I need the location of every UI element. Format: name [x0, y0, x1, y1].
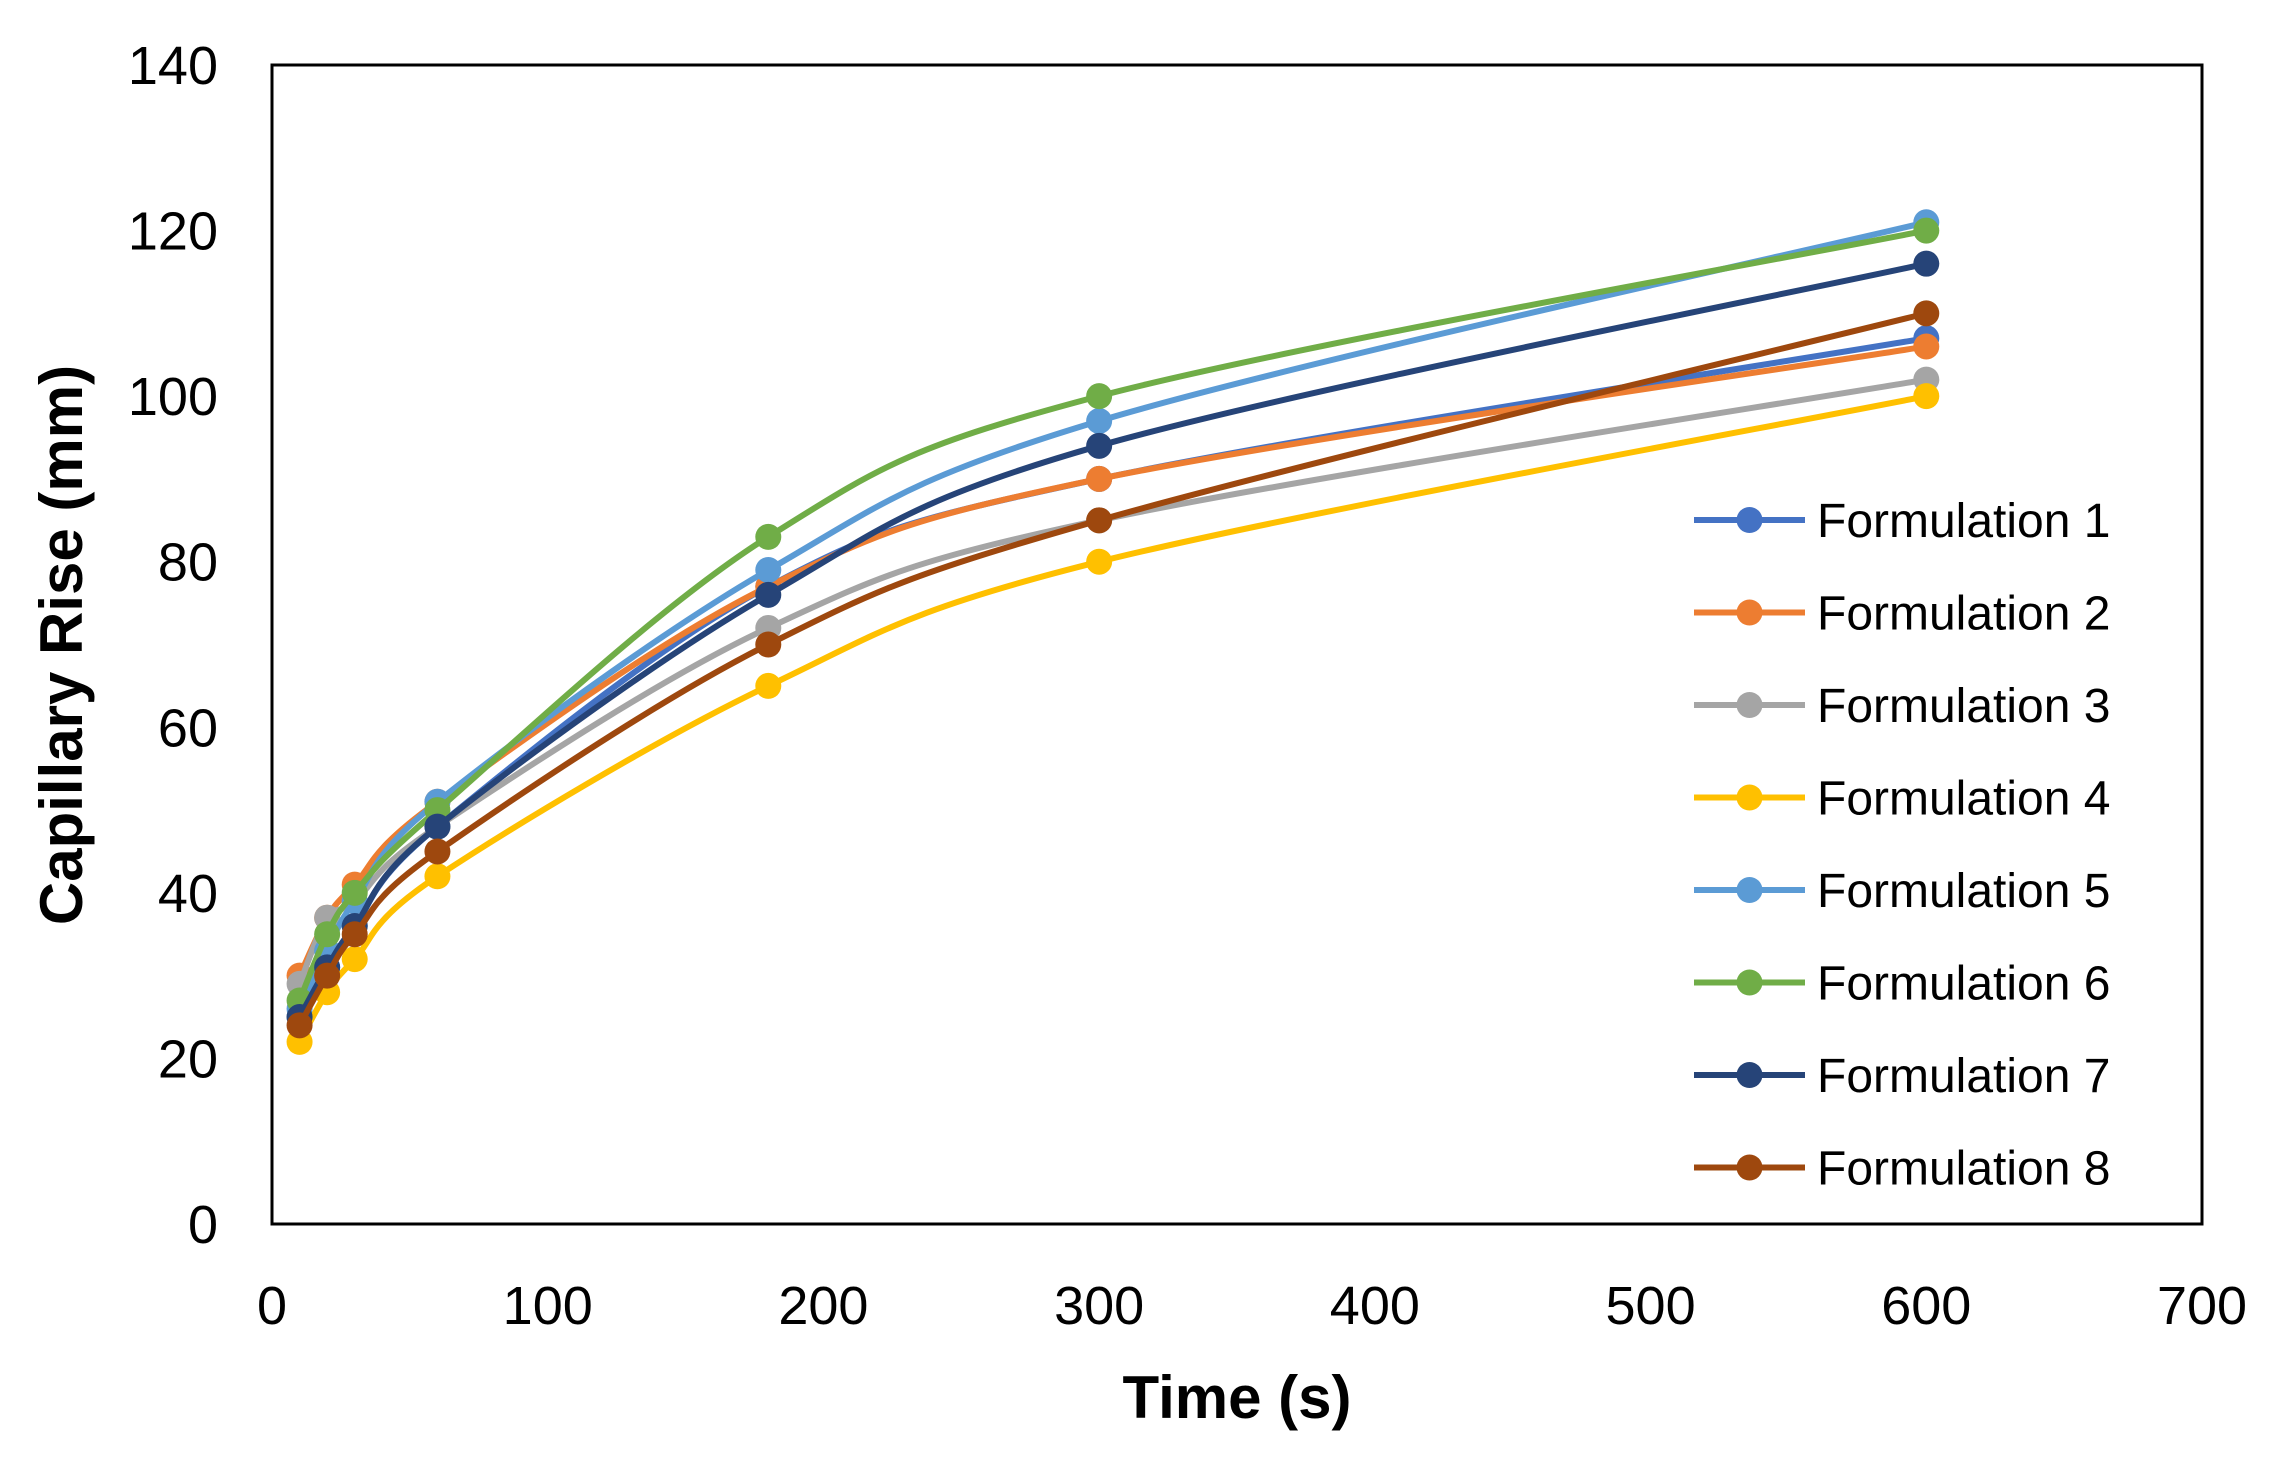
legend-swatch-marker [1736, 692, 1763, 718]
legend-item[interactable]: Formulation 1 [1694, 495, 2110, 548]
legend-label: Formulation 1 [1817, 495, 2110, 548]
y-tick-label: 0 [188, 1195, 218, 1255]
data-point[interactable] [1086, 407, 1113, 434]
y-tick-label: 120 [128, 202, 218, 262]
legend-label: Formulation 3 [1817, 680, 2110, 733]
data-point[interactable] [341, 946, 368, 973]
x-tick-label: 600 [1881, 1276, 1971, 1336]
plot-area-frame [270, 63, 2204, 1226]
data-point[interactable] [755, 523, 782, 550]
y-tick-label: 140 [128, 36, 218, 96]
data-point[interactable] [755, 631, 782, 658]
data-point[interactable] [1913, 300, 1940, 327]
data-point[interactable] [341, 921, 368, 948]
y-tick-label: 40 [158, 864, 218, 924]
x-tick-label: 100 [503, 1276, 593, 1336]
legend-label: Formulation 2 [1817, 588, 2110, 641]
data-point[interactable] [1086, 383, 1113, 410]
series-line[interactable] [296, 219, 1930, 1012]
legend-label: Formulation 7 [1817, 1050, 2110, 1103]
legend-label: Formulation 6 [1817, 958, 2110, 1011]
series-2[interactable] [286, 333, 1940, 989]
legend-swatch-marker [1736, 1062, 1763, 1088]
data-point[interactable] [1913, 250, 1940, 277]
series-3[interactable] [286, 366, 1940, 997]
data-point[interactable] [755, 556, 782, 583]
legend-swatch-marker [1736, 1154, 1763, 1181]
data-point[interactable] [1086, 432, 1113, 459]
data-point[interactable] [424, 863, 451, 890]
legend-swatch-marker [1736, 784, 1763, 811]
data-point[interactable] [1913, 217, 1940, 244]
legend-swatch-marker [1736, 969, 1763, 996]
legend-item[interactable]: Formulation 6 [1694, 958, 2110, 1011]
x-tick-label: 400 [1330, 1276, 1420, 1336]
x-tick-label: 200 [778, 1276, 868, 1336]
legend-label: Formulation 8 [1817, 1143, 2110, 1196]
data-point[interactable] [1086, 548, 1113, 575]
data-point[interactable] [1086, 507, 1113, 534]
data-point[interactable] [314, 921, 341, 948]
y-tick-labels: 0 20 40 60 80 100 120 140 [128, 36, 218, 1255]
legend-swatch-marker [1736, 507, 1763, 533]
series-5[interactable] [286, 209, 1940, 1022]
y-tick-label: 80 [158, 533, 218, 593]
series-8[interactable] [286, 300, 1940, 1039]
legend-item[interactable]: Formulation 2 [1694, 588, 2110, 641]
data-point[interactable] [1913, 383, 1940, 410]
x-tick-label: 500 [1606, 1276, 1696, 1336]
series-6[interactable] [286, 217, 1940, 1014]
legend-label: Formulation 4 [1817, 773, 2110, 826]
y-tick-label: 100 [128, 367, 218, 427]
data-point[interactable] [1086, 465, 1113, 492]
y-tick-label: 20 [158, 1029, 218, 1089]
legend-item[interactable]: Formulation 5 [1694, 865, 2110, 918]
x-tick-label: 700 [2157, 1276, 2247, 1336]
series-1[interactable] [286, 325, 1940, 1031]
series-line[interactable] [296, 376, 1930, 987]
y-tick-label: 60 [158, 698, 218, 758]
legend[interactable]: Formulation 1 Formulation 2 Formulation 3 F… [1694, 495, 2110, 1196]
x-tick-label: 300 [1054, 1276, 1144, 1336]
data-point[interactable] [1913, 333, 1940, 360]
legend-item[interactable]: Formulation 3 [1694, 680, 2110, 733]
legend-item[interactable]: Formulation 7 [1694, 1050, 2110, 1103]
data-point[interactable] [424, 838, 451, 865]
data-point[interactable] [314, 962, 341, 989]
data-point[interactable] [755, 672, 782, 699]
legend-swatch-marker [1736, 599, 1763, 626]
series-4[interactable] [286, 383, 1940, 1055]
legend-item[interactable]: Formulation 8 [1694, 1143, 2110, 1196]
x-tick-label: 0 [257, 1276, 287, 1336]
y-axis-title: Capillary Rise (mm) [28, 365, 95, 925]
legend-label: Formulation 5 [1817, 865, 2110, 918]
x-tick-labels: 0 100 200 300 400 500 600 700 [257, 1276, 2247, 1336]
legend-swatch-marker [1736, 877, 1763, 903]
series-line[interactable] [296, 227, 1930, 1004]
legend-item[interactable]: Formulation 4 [1694, 773, 2110, 826]
x-axis-title: Time (s) [1123, 1364, 1352, 1431]
data-point[interactable] [341, 879, 368, 906]
data-point[interactable] [755, 581, 782, 608]
data-point[interactable] [286, 1012, 313, 1039]
series-layer [286, 209, 1940, 1055]
data-point[interactable] [424, 813, 451, 840]
